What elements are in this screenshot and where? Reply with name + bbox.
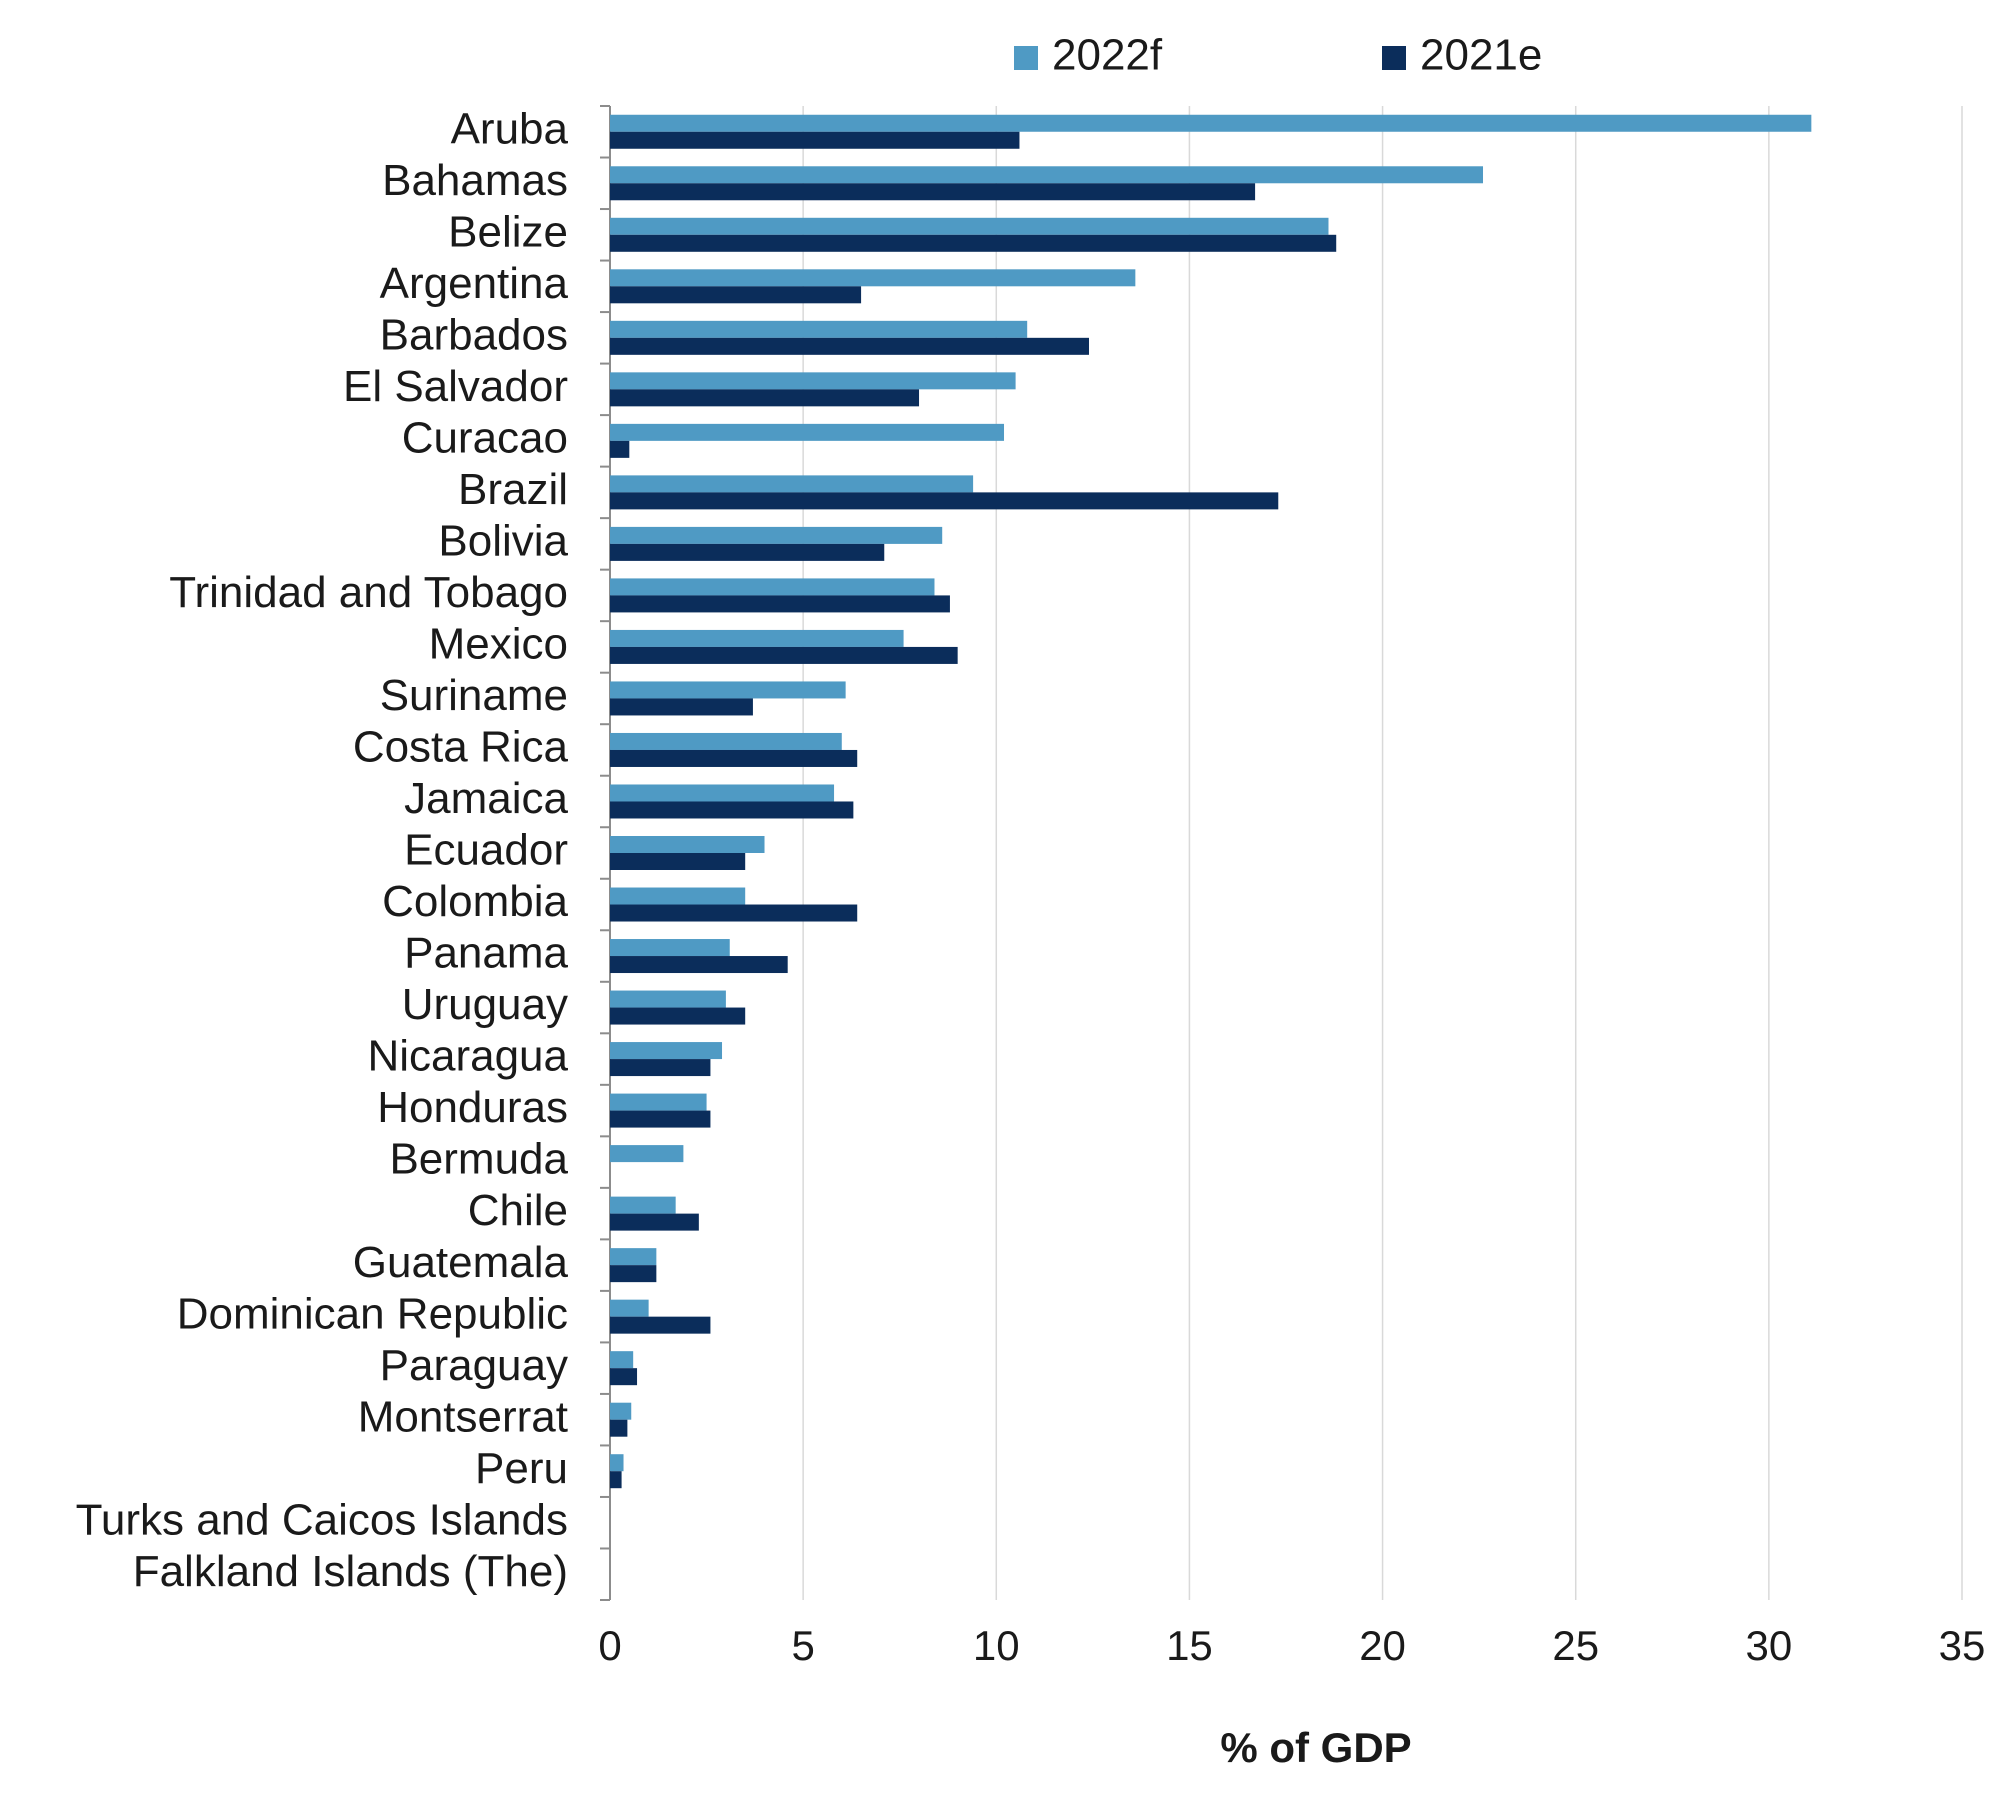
- bar-2022f-barbados: [610, 320, 1028, 338]
- bar-2021e-bolivia: [610, 543, 885, 561]
- bar-2021e-argentina: [610, 286, 862, 304]
- bar-2021e-paraguay: [610, 1368, 638, 1386]
- bar-2021e-belize: [610, 234, 1337, 252]
- category-label: Guatemala: [353, 1238, 569, 1287]
- category-label: Barbados: [380, 310, 568, 359]
- bar-2021e-peru: [610, 1471, 622, 1489]
- bar-2021e-ecuador: [610, 853, 746, 870]
- x-tick-label: 20: [1359, 1622, 1406, 1669]
- bar-2022f-bermuda: [610, 1145, 684, 1163]
- category-label: Dominican Republic: [177, 1289, 568, 1338]
- category-label: Argentina: [380, 259, 569, 308]
- x-tick-label: 15: [1166, 1622, 1213, 1669]
- category-label: Curacao: [402, 413, 568, 462]
- bar-2022f-aruba: [610, 114, 1812, 132]
- legend-swatch-2022f: [1014, 46, 1038, 70]
- bar-2021e-curacao: [610, 440, 630, 458]
- category-label: Paraguay: [380, 1341, 568, 1390]
- category-label: Trinidad and Tobago: [169, 568, 568, 617]
- bar-2022f-honduras: [610, 1093, 707, 1111]
- category-label: Suriname: [380, 671, 568, 720]
- x-tick-label: 25: [1552, 1622, 1599, 1669]
- bar-2021e-brazil: [610, 492, 1279, 510]
- category-label: Honduras: [377, 1083, 568, 1132]
- bar-2022f-brazil: [610, 475, 974, 493]
- bar-2022f-paraguay: [610, 1351, 634, 1369]
- bar-2022f-dominican-republic: [610, 1299, 649, 1317]
- bar-2022f-curacao: [610, 423, 1005, 441]
- category-label: Falkland Islands (The): [133, 1547, 568, 1596]
- bar-2022f-mexico: [610, 629, 904, 647]
- category-label: El Salvador: [343, 362, 568, 411]
- category-label: Brazil: [458, 465, 568, 514]
- category-label: Turks and Caicos Islands: [76, 1495, 568, 1544]
- category-label: Bermuda: [389, 1135, 568, 1184]
- bar-2022f-costa-rica: [610, 732, 842, 750]
- bar-2021e-honduras: [610, 1110, 711, 1128]
- x-tick-label: 35: [1939, 1622, 1986, 1669]
- bar-2022f-panama: [610, 939, 730, 957]
- bar-2022f-bahamas: [610, 166, 1484, 184]
- category-label: Nicaragua: [367, 1032, 568, 1081]
- category-label: Bolivia: [438, 517, 568, 566]
- legend-swatch-2021e: [1382, 46, 1406, 70]
- bar-2021e-aruba: [610, 131, 1020, 149]
- category-label: Chile: [468, 1186, 568, 1235]
- bar-2021e-chile: [610, 1213, 699, 1231]
- x-tick-label: 0: [598, 1622, 621, 1669]
- bar-2021e-uruguay: [610, 1007, 746, 1025]
- x-tick-label: 30: [1745, 1622, 1792, 1669]
- category-label: Mexico: [429, 620, 568, 669]
- bar-2021e-dominican-republic: [610, 1316, 711, 1334]
- legend-label: 2021e: [1420, 31, 1542, 80]
- category-label: Peru: [475, 1444, 568, 1493]
- category-label: Jamaica: [404, 774, 568, 823]
- bar-2021e-nicaragua: [610, 1059, 711, 1077]
- bar-2022f-belize: [610, 217, 1329, 235]
- bar-2021e-barbados: [610, 337, 1089, 355]
- category-label: Ecuador: [404, 826, 568, 875]
- bar-2022f-jamaica: [610, 784, 835, 802]
- bar-2022f-peru: [610, 1454, 624, 1472]
- bar-2022f-ecuador: [610, 836, 765, 853]
- category-label: Belize: [448, 207, 568, 256]
- bar-2021e-mexico: [610, 646, 958, 664]
- bar-2022f-trinidad-and-tobago: [610, 578, 935, 596]
- bar-2021e-costa-rica: [610, 749, 858, 767]
- category-label: Uruguay: [402, 980, 568, 1029]
- bar-2021e-trinidad-and-tobago: [610, 595, 950, 613]
- bar-2022f-uruguay: [610, 990, 726, 1008]
- bar-2022f-el-salvador: [610, 372, 1016, 390]
- bar-2022f-bolivia: [610, 526, 943, 544]
- bar-2021e-colombia: [610, 904, 858, 922]
- bar-2022f-montserrat: [610, 1402, 632, 1420]
- bar-2022f-argentina: [610, 269, 1136, 287]
- bar-2022f-guatemala: [610, 1248, 657, 1266]
- bar-2021e-jamaica: [610, 801, 854, 819]
- bar-2022f-chile: [610, 1196, 676, 1214]
- bar-2021e-el-salvador: [610, 389, 920, 407]
- category-label: Panama: [404, 929, 568, 978]
- x-tick-label: 10: [973, 1622, 1020, 1669]
- category-label: Costa Rica: [353, 723, 569, 772]
- bar-2021e-guatemala: [610, 1265, 657, 1283]
- category-label: Montserrat: [358, 1392, 568, 1441]
- category-label: Bahamas: [382, 156, 568, 205]
- category-label: Colombia: [382, 877, 568, 926]
- category-label: Aruba: [451, 104, 569, 153]
- bar-2021e-panama: [610, 956, 788, 974]
- bar-2022f-nicaragua: [610, 1042, 723, 1060]
- bar-2021e-bahamas: [610, 183, 1256, 201]
- x-tick-label: 5: [791, 1622, 814, 1669]
- x-axis-title: % of GDP: [1220, 1724, 1411, 1771]
- bar-2022f-colombia: [610, 887, 746, 905]
- bar-2021e-montserrat: [610, 1419, 628, 1437]
- legend-label: 2022f: [1052, 31, 1163, 80]
- bar-2022f-suriname: [610, 681, 846, 699]
- bar-2021e-suriname: [610, 698, 753, 716]
